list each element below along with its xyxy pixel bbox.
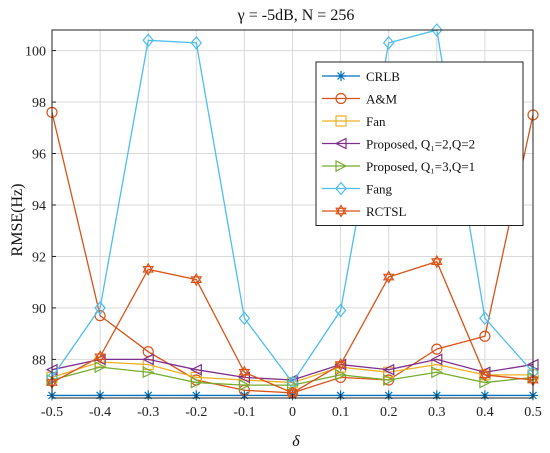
y-axis-title: RMSE(Hz) [9,184,26,257]
data-point [430,353,443,366]
data-point-part [142,265,155,277]
legend-label: Fang [366,182,393,197]
data-point-part [94,350,106,361]
data-point-part [238,368,251,379]
y-tick-label: 100 [25,45,46,60]
data-point [334,357,347,372]
x-tick-label: 0.1 [332,405,350,420]
x-tick-label: 0 [289,405,296,420]
data-point [94,350,106,364]
x-tick-label: 0.3 [428,405,446,420]
legend-marker [335,160,348,172]
data-point [142,33,154,48]
data-point-part [382,273,395,284]
data-point [238,379,251,392]
legend-marker [334,137,347,150]
legend-label: Proposed, Q₁=3,Q=1 [366,159,475,174]
legend-entry: Fan [322,114,386,129]
data-point-part [479,371,491,382]
y-tick-label: 96 [32,148,46,163]
legend-label: RCTSL [366,204,407,219]
legend-label: A&M [366,92,398,107]
data-point [238,311,251,326]
data-point-part [190,272,203,283]
data-point [94,300,106,315]
data-point [190,376,203,389]
y-tick-label: 94 [32,199,46,214]
data-point [190,35,203,50]
legend: CRLB A&M Fan Proposed, Q₁=2,Q=2 Proposed, Q₁… [315,61,524,226]
data-point [238,365,251,379]
data-point [479,311,491,326]
series-line [51,358,534,381]
data-point-part [430,258,443,269]
y-tick-label: 98 [32,96,46,111]
x-tick-label: -0.3 [137,405,159,420]
data-point [431,343,443,355]
data-point-part [238,365,251,376]
data-point [286,375,299,390]
legend-marker-part [335,204,347,215]
data-point [334,303,347,318]
x-tick-label: -0.1 [233,405,255,420]
data-point-part [479,368,491,379]
data-point [382,270,395,284]
data-point [382,35,395,50]
x-tick-label: -0.2 [185,405,207,420]
legend-marker [336,71,346,81]
data-point [431,366,444,379]
legend-label: CRLB [366,69,400,84]
data-point [431,23,443,37]
legend-marker [335,204,347,218]
legend-entry: A&M [322,92,398,107]
data-point [430,254,443,269]
x-axis-title: δ [292,433,300,450]
data-point-part [334,361,347,372]
data-point [190,272,203,287]
data-point [142,262,155,277]
data-point [141,353,154,366]
data-point-part [334,357,347,368]
data-point [142,366,155,379]
legend-entry: CRLB [322,69,400,84]
legend-entry: Proposed, Q₁=2,Q=2 [322,137,475,152]
y-tick-label: 90 [32,302,46,317]
legend-entry: Fang [322,182,393,197]
legend-entry: RCTSL [322,204,407,219]
data-point [382,363,395,376]
legend-label: Proposed, Q₁=2,Q=2 [366,137,475,152]
legend-label: Fan [366,114,386,129]
legend-marker [335,92,347,105]
tick-labels: -0.5 -0.4 -0.3 -0.2 -0.1 0 0.1 0.2 0.3 0.4 0.5 88 90… [25,45,542,420]
legend-marker [335,181,347,196]
series-line [51,260,534,394]
data-point-part [94,353,106,364]
x-tick-label: 0.4 [476,405,494,420]
legend-marker-part [335,207,347,218]
y-tick-label: 92 [32,250,46,265]
data-point [94,361,107,374]
data-point [335,368,347,381]
data-point-part [190,276,203,287]
chart-title: γ = -5dB, N = 256 [237,7,355,24]
data-point [189,363,202,376]
y-tick-label: 88 [32,353,46,368]
data-point [383,374,396,386]
data-point-part [430,254,443,265]
data-point [479,368,491,382]
x-tick-label: -0.5 [41,405,63,420]
x-tick-label: 0.5 [524,405,542,420]
legend-entry: Proposed, Q₁=3,Q=1 [322,159,475,174]
x-tick-label: 0.2 [380,405,398,420]
data-point-part [382,270,395,281]
data-point [479,330,491,342]
data-point-part [142,262,155,273]
legend-marker [335,115,347,127]
series-line [51,366,534,386]
data-point-part [286,389,299,400]
x-tick-label: -0.4 [89,405,111,420]
